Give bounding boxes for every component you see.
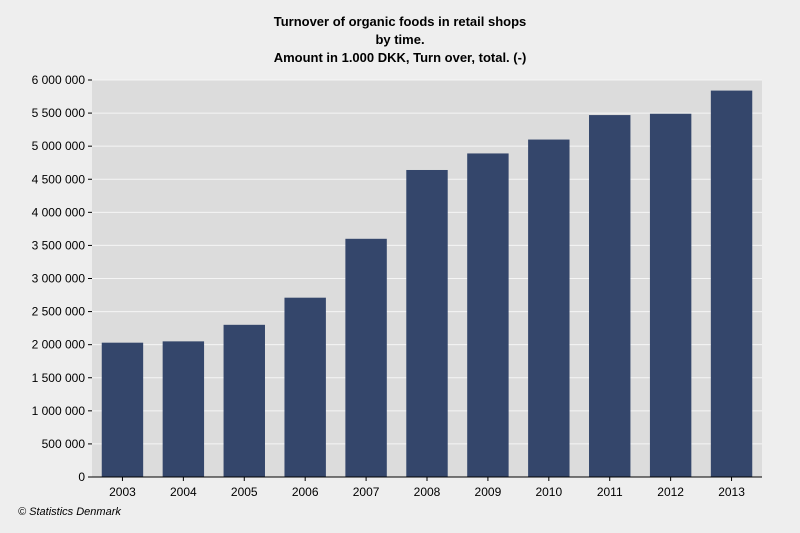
- bar-2013: [710, 90, 753, 477]
- x-tick-label: 2013: [718, 485, 745, 499]
- y-axis-ticks: 0 500 000 1 000 000 1 500 000 2 000 000 2 500…: [32, 73, 92, 484]
- y-tick-label: 3 000 000: [32, 272, 86, 286]
- bar-2007: [345, 238, 387, 477]
- bars: [101, 90, 753, 478]
- chart-title: Turnover of organic foods in retail shop…: [274, 14, 527, 65]
- y-tick-label: 3 500 000: [32, 238, 86, 252]
- y-tick-label: 5 000 000: [32, 139, 86, 153]
- chart-title-line-3: Amount in 1.000 DKK, Turn over, total. (…: [274, 50, 527, 65]
- x-tick-label: 2008: [414, 485, 441, 499]
- bar-2006: [284, 297, 326, 477]
- x-tick-label: 2004: [170, 485, 197, 499]
- y-tick-label: 0: [78, 470, 85, 484]
- y-tick-label: 5 500 000: [32, 106, 86, 120]
- bar-2004: [162, 341, 205, 477]
- x-tick-label: 2003: [109, 485, 136, 499]
- x-tick-label: 2012: [657, 485, 684, 499]
- y-tick-label: 1 000 000: [32, 404, 86, 418]
- x-axis-ticks: 2003 2004 2005 2006 2007 2008 2009 2010 2011 2012…: [109, 477, 745, 499]
- x-tick-label: 2005: [231, 485, 258, 499]
- bar-2008: [406, 169, 448, 477]
- y-tick-label: 1 500 000: [32, 371, 86, 385]
- chart-title-line-1: Turnover of organic foods in retail shop…: [274, 14, 527, 29]
- x-tick-label: 2009: [475, 485, 502, 499]
- y-tick-label: 6 000 000: [32, 73, 86, 87]
- y-tick-label: 4 500 000: [32, 172, 86, 186]
- source-credit: © Statistics Denmark: [18, 506, 121, 518]
- y-tick-label: 4 000 000: [32, 205, 86, 219]
- bar-2010: [528, 139, 570, 478]
- bar-2003: [101, 342, 144, 477]
- y-tick-label: 2 500 000: [32, 305, 86, 319]
- bar-2009: [467, 153, 509, 477]
- bar-2005: [223, 324, 265, 477]
- x-tick-label: 2006: [292, 485, 319, 499]
- x-tick-label: 2010: [535, 485, 562, 499]
- bar-2011: [589, 115, 631, 478]
- chart-title-line-2: by time.: [375, 32, 424, 47]
- y-tick-label: 500 000: [42, 437, 86, 451]
- y-tick-label: 2 000 000: [32, 338, 86, 352]
- x-tick-label: 2011: [597, 485, 623, 499]
- bar-2012: [649, 113, 692, 478]
- x-tick-label: 2007: [353, 485, 380, 499]
